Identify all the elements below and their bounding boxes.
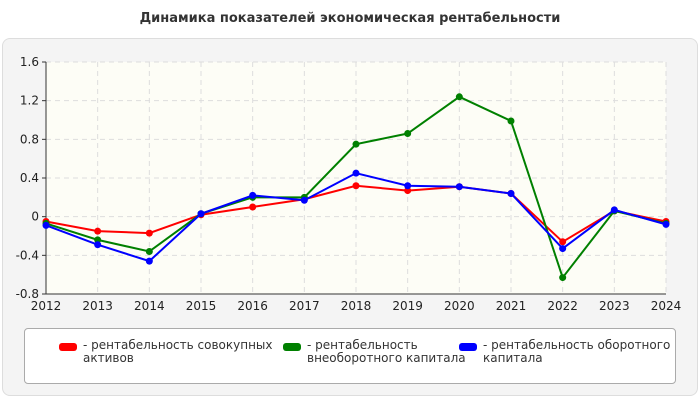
y-tick-label: 1.2 — [20, 94, 39, 108]
data-point — [559, 238, 567, 246]
data-point — [352, 140, 360, 148]
data-point — [455, 93, 463, 101]
data-point — [145, 247, 153, 255]
data-point — [145, 229, 153, 237]
data-point — [94, 236, 102, 244]
data-point — [352, 182, 360, 190]
data-point — [249, 191, 257, 199]
x-tick-label: 2018 — [341, 299, 372, 313]
y-tick-label: 0.4 — [20, 171, 39, 185]
x-tick-label: 2022 — [547, 299, 578, 313]
data-point — [404, 182, 412, 190]
legend-label: - рентабельность оборотного капитала — [483, 338, 671, 365]
legend-swatch — [283, 343, 301, 351]
data-point — [197, 210, 205, 218]
x-tick-label: 2021 — [496, 299, 527, 313]
data-point — [662, 220, 670, 228]
x-tick-label: 2023 — [599, 299, 630, 313]
y-tick-label: -0.8 — [16, 287, 39, 301]
data-point — [404, 130, 412, 138]
data-point — [559, 245, 567, 253]
chart-title: Динамика показателей экономическая рента… — [139, 11, 561, 26]
data-point — [507, 189, 515, 197]
legend-label: - рентабельность внеоборотного капитала — [307, 338, 466, 365]
x-tick-label: 2015 — [186, 299, 217, 313]
x-tick-label: 2013 — [82, 299, 113, 313]
legend-swatch — [459, 343, 477, 351]
legend-item-working-capital: - рентабельность оборотного капитала — [459, 338, 673, 365]
y-tick-label: 0.8 — [20, 132, 39, 146]
data-point — [455, 183, 463, 191]
y-tick-label: -0.4 — [16, 248, 39, 262]
data-point — [145, 257, 153, 265]
data-point — [249, 203, 257, 211]
x-tick-label: 2024 — [651, 299, 682, 313]
data-point — [352, 169, 360, 177]
legend-item-total-assets: - рентабельность совокупных активов — [59, 338, 273, 365]
data-point — [610, 206, 618, 214]
x-tick-label: 2012 — [31, 299, 62, 313]
data-point — [94, 241, 102, 249]
x-tick-label: 2019 — [392, 299, 423, 313]
data-point — [559, 274, 567, 282]
x-tick-label: 2020 — [444, 299, 475, 313]
y-tick-label: 1.6 — [20, 55, 39, 69]
x-tick-label: 2016 — [237, 299, 268, 313]
legend: - рентабельность совокупных активов - ре… — [24, 328, 676, 384]
data-point — [42, 221, 50, 229]
y-tick-label: 0 — [31, 210, 39, 224]
data-point — [94, 227, 102, 235]
x-tick-label: 2014 — [134, 299, 165, 313]
x-tick-label: 2017 — [289, 299, 320, 313]
legend-label: - рентабельность совокупных активов — [83, 338, 273, 365]
data-point — [404, 187, 412, 195]
data-point — [507, 117, 515, 125]
legend-swatch — [59, 343, 77, 351]
legend-item-noncurrent-capital: - рентабельность внеоборотного капитала — [283, 338, 467, 365]
data-point — [300, 196, 308, 204]
